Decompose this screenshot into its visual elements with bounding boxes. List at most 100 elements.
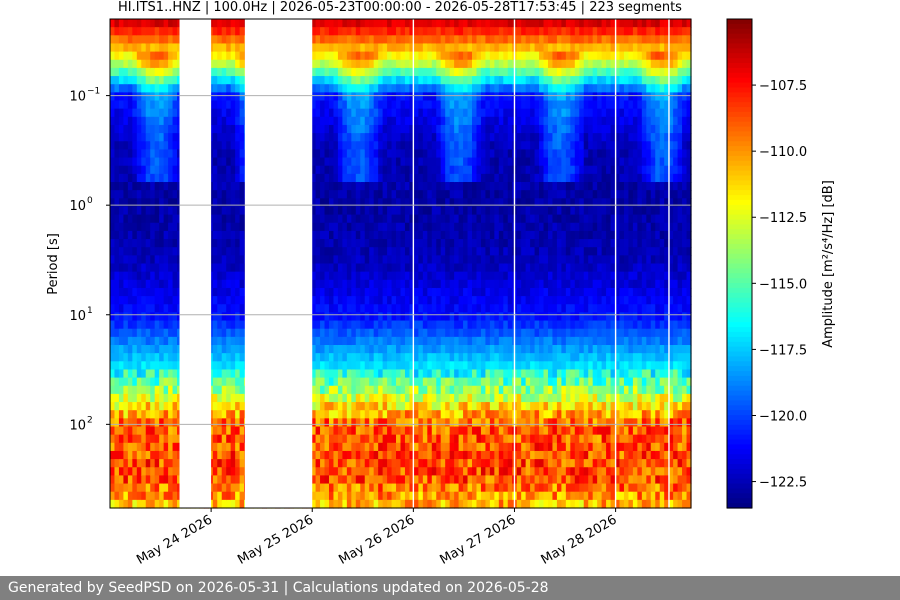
heatmap-cell <box>217 467 223 476</box>
heatmap-cell <box>472 133 478 142</box>
heatmap-cell <box>364 328 370 338</box>
heatmap-cell <box>391 345 397 354</box>
heatmap-cell <box>436 247 442 256</box>
heatmap-cell <box>364 76 370 85</box>
heatmap-cell <box>369 222 375 232</box>
heatmap-cell <box>230 51 236 61</box>
heatmap-cell <box>360 133 366 142</box>
heatmap-cell <box>427 459 433 468</box>
heatmap-cell <box>337 328 343 338</box>
heatmap-cell <box>440 353 446 362</box>
heatmap-cell <box>163 296 169 305</box>
heatmap-cell <box>212 385 218 395</box>
heatmap-cell <box>118 19 125 28</box>
heatmap-cell <box>168 450 174 460</box>
heatmap-cell <box>217 377 223 387</box>
heatmap-cell <box>114 450 120 460</box>
heatmap-cell <box>154 149 160 159</box>
heatmap-cell <box>351 239 357 248</box>
heatmap-cell <box>150 27 156 36</box>
heatmap-cell <box>418 214 424 224</box>
heatmap-cell <box>145 475 151 485</box>
heatmap-cell <box>159 287 165 297</box>
heatmap-cell <box>404 230 411 240</box>
heatmap-cell <box>387 459 393 468</box>
heatmap-cell <box>168 92 174 102</box>
heatmap-cell <box>418 377 424 387</box>
heatmap-cell <box>315 296 321 305</box>
heatmap-cell <box>311 369 317 379</box>
heatmap-cell <box>400 214 406 224</box>
heatmap-cell <box>159 84 165 93</box>
heatmap-cell <box>226 287 232 297</box>
heatmap-cell <box>373 247 379 256</box>
heatmap-cell <box>132 434 138 444</box>
heatmap-cell <box>328 426 335 436</box>
heatmap-cell <box>454 304 460 313</box>
heatmap-cell <box>239 255 245 265</box>
heatmap-cell <box>396 124 402 134</box>
heatmap-cell <box>409 491 415 501</box>
heatmap-cell <box>436 141 442 150</box>
heatmap-cell <box>154 116 160 126</box>
heatmap-cell <box>445 491 451 501</box>
heatmap-cell <box>409 369 415 379</box>
heatmap-cell <box>355 279 361 289</box>
heatmap-cell <box>409 67 415 77</box>
heatmap-cell <box>440 27 446 36</box>
heatmap-cell <box>472 475 478 485</box>
heatmap-cell <box>110 27 116 36</box>
heatmap-cell <box>467 222 473 232</box>
heatmap-cell <box>239 51 245 61</box>
heatmap-cell <box>467 255 473 265</box>
heatmap-cell <box>472 491 478 501</box>
heatmap-cell <box>387 133 393 142</box>
heatmap-cell <box>230 141 236 150</box>
heatmap-cell <box>409 108 415 118</box>
heatmap-cell <box>422 336 428 346</box>
heatmap-cell <box>136 92 142 102</box>
heatmap-cell <box>132 239 138 248</box>
heatmap-cell <box>463 426 469 436</box>
heatmap-cell <box>458 442 464 452</box>
heatmap-cell <box>418 173 424 183</box>
heatmap-cell <box>110 51 116 61</box>
heatmap-cell <box>324 402 330 411</box>
heatmap-cell <box>360 165 366 175</box>
heatmap-cell <box>154 190 160 199</box>
heatmap-cell <box>328 369 335 379</box>
heatmap-cell <box>476 100 482 110</box>
heatmap-cell <box>315 263 321 273</box>
heatmap-cell <box>360 263 366 273</box>
heatmap-cell <box>132 100 138 110</box>
heatmap-cell <box>150 402 156 411</box>
heatmap-cell <box>114 84 120 93</box>
heatmap-cell <box>311 149 317 159</box>
heatmap-cell <box>364 116 370 126</box>
heatmap-cell <box>440 247 446 256</box>
heatmap-cell <box>328 320 335 330</box>
heatmap-cell <box>127 230 133 240</box>
heatmap-cell <box>123 19 129 28</box>
heatmap-cell <box>382 84 388 93</box>
heatmap-cell <box>235 255 241 265</box>
heatmap-cell <box>378 182 384 191</box>
heatmap-cell <box>150 247 156 256</box>
heatmap-cell <box>145 247 151 256</box>
heatmap-cell <box>400 133 406 142</box>
heatmap-cell <box>413 393 419 403</box>
heatmap-cell <box>342 51 348 61</box>
heatmap-cell <box>404 345 411 354</box>
heatmap-cell <box>480 141 487 150</box>
heatmap-cell <box>409 393 415 403</box>
heatmap-cell <box>311 336 317 346</box>
heatmap-cell <box>346 84 352 93</box>
heatmap-cell <box>163 287 169 297</box>
heatmap-cell <box>369 377 375 387</box>
heatmap-cell <box>413 279 419 289</box>
heatmap-cell <box>449 230 455 240</box>
heatmap-cell <box>476 304 482 313</box>
heatmap-cell <box>235 434 241 444</box>
heatmap-cell <box>476 124 482 134</box>
heatmap-cell <box>445 434 451 444</box>
